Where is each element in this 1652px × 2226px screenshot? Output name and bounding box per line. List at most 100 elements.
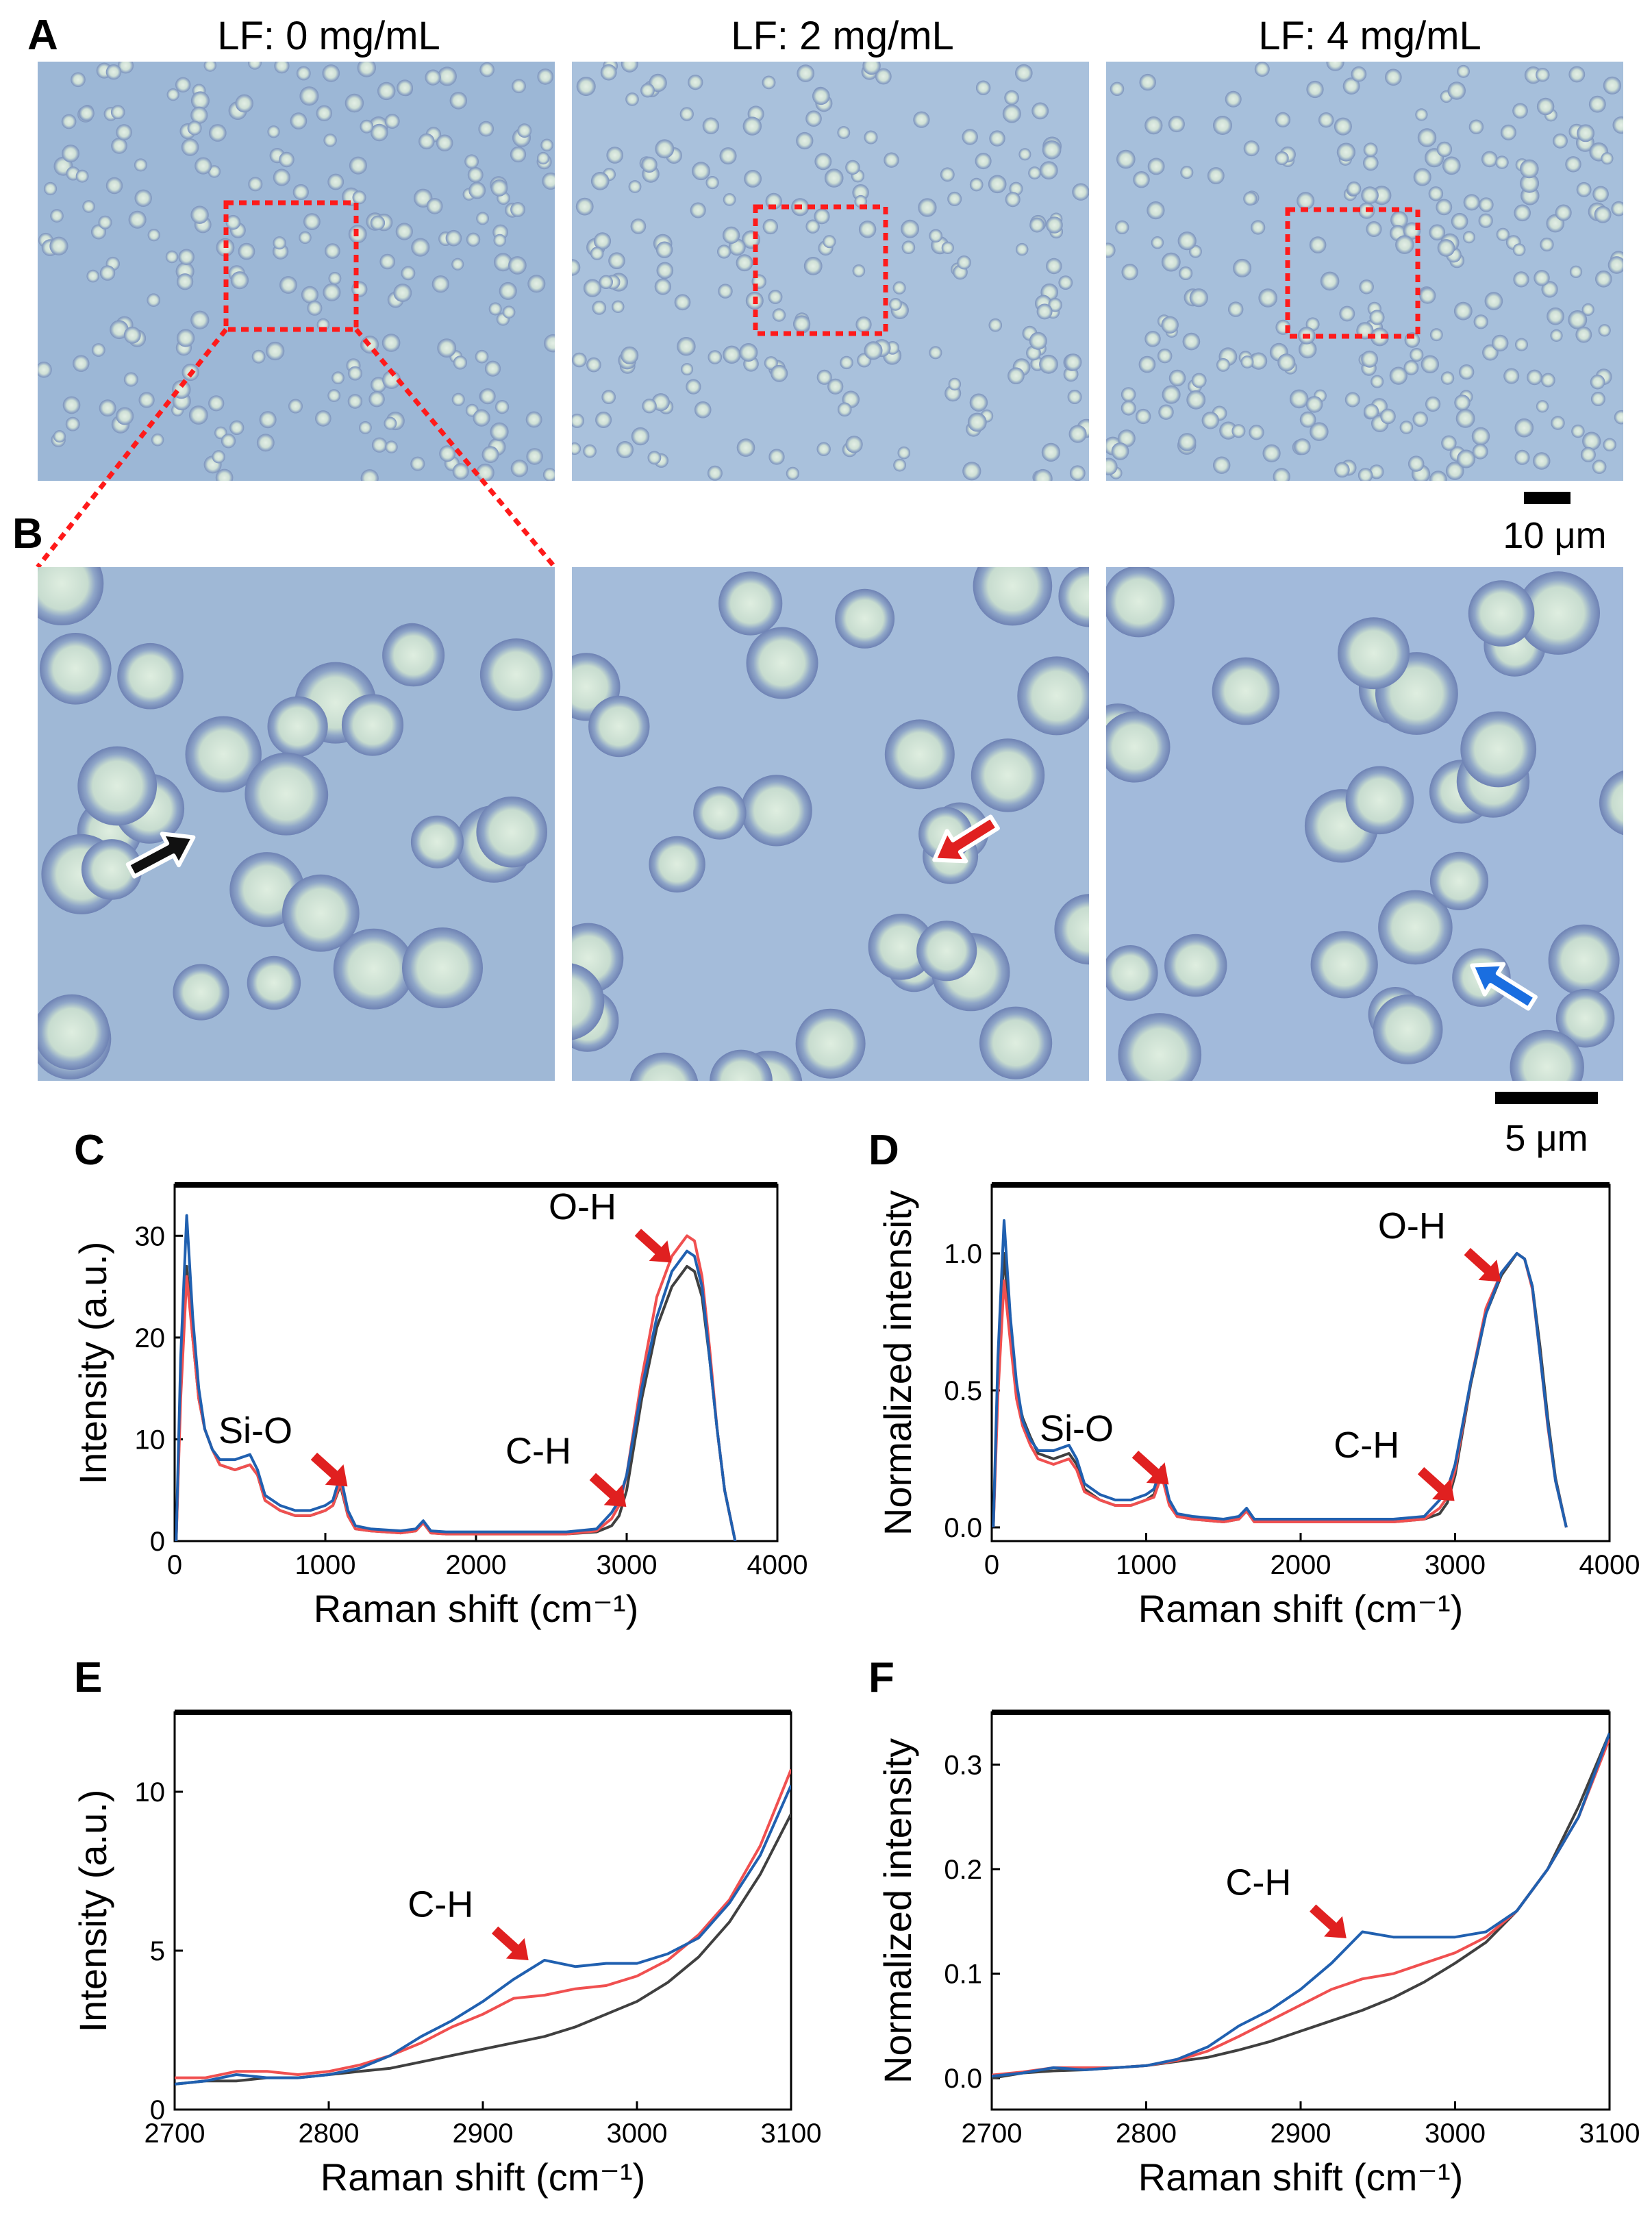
cell [481, 446, 499, 463]
x-tick-label: 3000 [607, 2118, 668, 2149]
cell [1473, 314, 1488, 329]
cell [1457, 64, 1470, 78]
cell [1111, 442, 1129, 460]
cell [1231, 424, 1246, 438]
cell [973, 567, 1053, 626]
cell [1342, 77, 1360, 95]
annotation-arrow [310, 1452, 348, 1487]
cell [1419, 287, 1436, 304]
cell [431, 275, 449, 293]
series-line-0 [175, 1264, 737, 1541]
cell [640, 83, 655, 98]
cell [345, 93, 364, 113]
cell [445, 229, 462, 247]
cell [723, 345, 741, 364]
cell [116, 407, 134, 425]
cell [221, 434, 236, 449]
cell [1550, 329, 1563, 342]
cell [479, 62, 495, 77]
cell [128, 210, 147, 229]
cell [116, 124, 132, 140]
x-tick-label: 2800 [1116, 2118, 1177, 2149]
cell [315, 410, 331, 427]
chart-d: 0 1000 2000 3000 4000 0.0 0.5 1.0 Raman shift (c… [876, 1182, 1640, 1630]
cell [1058, 567, 1089, 627]
cell [1064, 353, 1082, 371]
cell [1565, 156, 1581, 173]
cell [62, 396, 81, 414]
cell [1180, 166, 1194, 179]
y-tick-label: 0.3 [944, 1750, 982, 1780]
cell [1512, 243, 1526, 257]
cells-a-2 [572, 62, 1089, 481]
series-line-1 [175, 1234, 737, 1541]
cell [1445, 462, 1464, 480]
cell [723, 193, 736, 206]
cell [1429, 471, 1447, 481]
cell [797, 64, 814, 82]
cell [940, 167, 955, 182]
cell [1514, 449, 1530, 465]
cell [1364, 403, 1379, 419]
cell [824, 168, 844, 188]
cell [1213, 456, 1231, 474]
cell [1568, 66, 1586, 83]
cell [1054, 894, 1089, 965]
y-tick-label: 0.1 [944, 1960, 982, 1990]
cell [248, 62, 262, 70]
cell [1275, 112, 1291, 127]
cell [508, 256, 527, 275]
cell [138, 392, 155, 408]
cell [1039, 354, 1058, 374]
x-tick-label: 1000 [1116, 1550, 1177, 1580]
cell [744, 170, 762, 188]
cell [628, 180, 642, 193]
cell [969, 177, 984, 192]
cell [439, 445, 456, 462]
annotation-arrow [1310, 1904, 1347, 1938]
cell [1297, 192, 1315, 210]
cell [1121, 387, 1136, 402]
cell [1390, 211, 1408, 229]
annotation-arrow [1131, 1451, 1169, 1485]
cell [473, 409, 490, 427]
cell [50, 209, 64, 223]
cell [368, 391, 385, 408]
cell [583, 444, 597, 458]
cell [967, 412, 987, 432]
cell [510, 202, 525, 217]
cell [1262, 444, 1281, 462]
micrograph-b-0 [38, 567, 555, 1081]
cell [739, 343, 758, 362]
cell [1460, 711, 1537, 788]
cell [493, 234, 506, 247]
cell [1581, 303, 1594, 316]
cell [1299, 340, 1317, 359]
cell [655, 241, 673, 258]
cell [288, 399, 303, 414]
series-line-2 [175, 1784, 791, 2086]
cell [1412, 411, 1428, 427]
cell [381, 334, 401, 352]
cell [1046, 216, 1063, 234]
cell [299, 86, 319, 106]
arrow-blue [1470, 962, 1538, 1011]
cell [437, 338, 457, 358]
cell [105, 64, 122, 80]
y-axis-title: Intensity (a.u.) [71, 1242, 114, 1485]
cell [971, 738, 1045, 812]
cell [1320, 271, 1340, 291]
cell [718, 284, 733, 299]
cell [453, 355, 468, 370]
cell [1612, 116, 1623, 134]
cell [642, 399, 657, 414]
cell [1306, 80, 1324, 99]
y-tick-label: 10 [135, 1777, 166, 1808]
cell [692, 162, 710, 181]
cell [599, 275, 613, 289]
cell [929, 346, 942, 360]
cell [840, 355, 853, 370]
x-tick-label: 2800 [299, 2118, 360, 2149]
cell [274, 62, 290, 74]
cell [1249, 425, 1264, 440]
